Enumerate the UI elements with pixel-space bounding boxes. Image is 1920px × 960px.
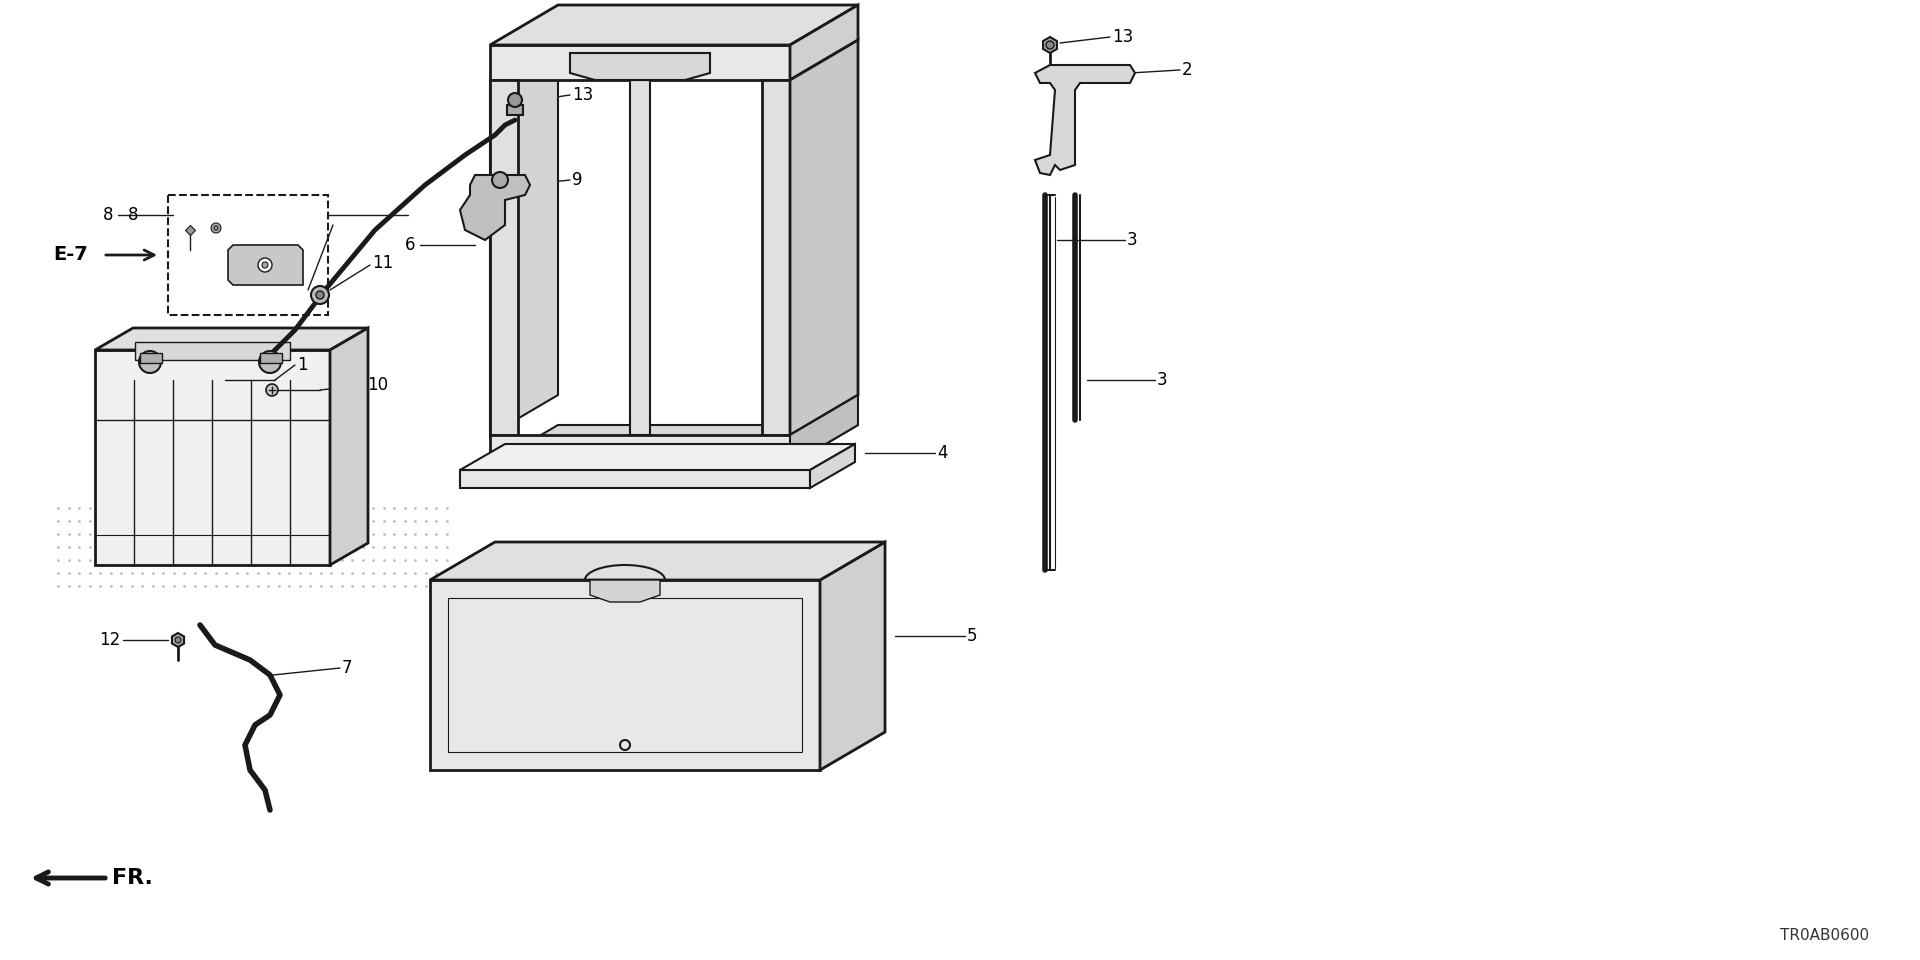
Text: TR0AB0600: TR0AB0600 bbox=[1780, 927, 1870, 943]
Text: 13: 13 bbox=[1112, 28, 1133, 46]
Polygon shape bbox=[1043, 37, 1056, 53]
Polygon shape bbox=[94, 350, 330, 565]
Circle shape bbox=[311, 286, 328, 304]
Polygon shape bbox=[589, 580, 660, 602]
Polygon shape bbox=[228, 245, 303, 285]
Bar bbox=[140, 353, 161, 363]
Circle shape bbox=[267, 384, 278, 396]
Text: 13: 13 bbox=[572, 86, 593, 104]
Text: 6: 6 bbox=[405, 236, 415, 254]
Bar bbox=[134, 342, 290, 360]
Polygon shape bbox=[490, 45, 789, 80]
Circle shape bbox=[317, 291, 324, 299]
Polygon shape bbox=[490, 80, 518, 435]
Circle shape bbox=[138, 351, 161, 373]
Text: 8: 8 bbox=[102, 206, 113, 224]
Circle shape bbox=[257, 258, 273, 272]
Polygon shape bbox=[430, 542, 885, 580]
Polygon shape bbox=[820, 542, 885, 770]
Circle shape bbox=[492, 172, 509, 188]
Text: 11: 11 bbox=[372, 254, 394, 272]
Polygon shape bbox=[490, 435, 789, 465]
Circle shape bbox=[259, 351, 280, 373]
Polygon shape bbox=[430, 732, 885, 770]
Bar bbox=[259, 353, 282, 363]
Polygon shape bbox=[1035, 65, 1135, 175]
Polygon shape bbox=[570, 53, 710, 80]
Text: FR.: FR. bbox=[111, 868, 154, 888]
Text: 8: 8 bbox=[127, 206, 138, 224]
Polygon shape bbox=[430, 580, 820, 770]
Circle shape bbox=[211, 223, 221, 233]
Polygon shape bbox=[789, 40, 858, 435]
Text: 12: 12 bbox=[98, 631, 119, 649]
Polygon shape bbox=[330, 328, 369, 565]
Polygon shape bbox=[630, 80, 651, 435]
Polygon shape bbox=[490, 5, 858, 45]
Text: 3: 3 bbox=[1127, 231, 1139, 249]
Text: 3: 3 bbox=[1158, 371, 1167, 389]
Polygon shape bbox=[461, 444, 854, 470]
Polygon shape bbox=[173, 633, 184, 647]
Text: 2: 2 bbox=[1183, 61, 1192, 79]
Bar bbox=[169, 195, 328, 315]
Polygon shape bbox=[461, 470, 810, 488]
Text: 10: 10 bbox=[367, 376, 388, 394]
Polygon shape bbox=[810, 444, 854, 488]
Circle shape bbox=[509, 93, 522, 107]
Text: 5: 5 bbox=[968, 627, 977, 645]
Circle shape bbox=[175, 637, 180, 643]
Polygon shape bbox=[490, 425, 858, 465]
Text: 9: 9 bbox=[572, 171, 582, 189]
Polygon shape bbox=[461, 175, 530, 240]
Circle shape bbox=[261, 262, 269, 268]
Polygon shape bbox=[490, 40, 559, 435]
Circle shape bbox=[1046, 41, 1054, 49]
Polygon shape bbox=[94, 328, 369, 350]
Polygon shape bbox=[789, 395, 858, 465]
Text: 1: 1 bbox=[298, 356, 307, 374]
Text: 4: 4 bbox=[937, 444, 947, 462]
Text: E-7: E-7 bbox=[54, 246, 88, 265]
Polygon shape bbox=[789, 5, 858, 80]
Text: 7: 7 bbox=[342, 659, 353, 677]
Polygon shape bbox=[507, 105, 522, 115]
Polygon shape bbox=[762, 80, 789, 435]
